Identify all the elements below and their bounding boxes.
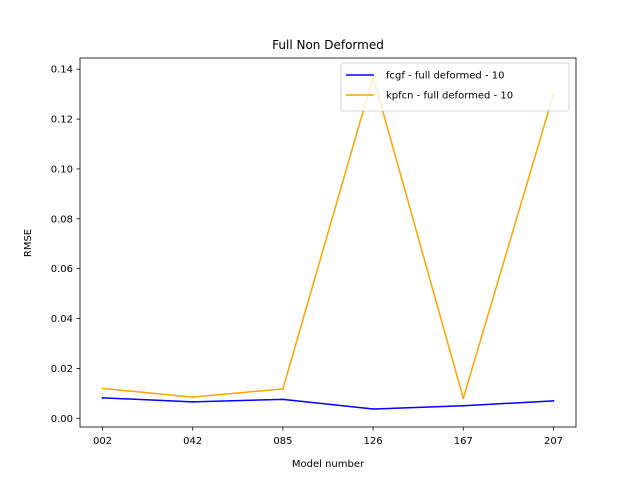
y-tick-label: 0.04 — [51, 314, 73, 325]
data-point — [462, 397, 465, 400]
y-tick-label: 0.14 — [51, 65, 73, 76]
x-tick-label: 126 — [364, 436, 383, 447]
y-tick-label: 0.00 — [51, 414, 73, 425]
x-tick-label: 002 — [93, 436, 112, 447]
data-point — [282, 398, 284, 401]
data-point — [372, 408, 374, 410]
chart-title: Full Non Deformed — [272, 38, 384, 52]
y-tick-label: 0.06 — [51, 264, 73, 275]
legend: fcgf - full deformed - 10 kpfcn - full de… — [340, 62, 570, 112]
data-point — [101, 387, 104, 390]
data-point — [552, 399, 555, 402]
data-point — [101, 396, 104, 399]
data-point — [191, 400, 194, 403]
x-tick-label: 042 — [183, 436, 202, 447]
x-tick-label: 167 — [454, 436, 473, 447]
legend-box — [340, 62, 570, 112]
x-tick-label: 085 — [273, 436, 292, 447]
series-line-0 — [102, 397, 554, 410]
y-tick-label: 0.02 — [51, 364, 73, 375]
y-axis-label: RMSE — [23, 229, 34, 257]
plot-area: 002 042 085 126 167 207 0.000.020.040.060.080… — [51, 57, 577, 447]
data-point — [191, 396, 194, 398]
data-point — [462, 404, 465, 407]
legend-label-1: kpfcn - full deformed - 10 — [386, 91, 513, 102]
y-tick-label: 0.12 — [51, 115, 73, 126]
y-axis: 0.00 0.02 0.04 0.06 0.08 0.10 0.12 0.14 — [51, 65, 80, 425]
y-tick-label: 0.10 — [51, 164, 73, 175]
x-axis-label: Model number — [292, 459, 365, 470]
series-line-1 — [102, 75, 555, 400]
y-tick-label: 0.08 — [51, 214, 73, 225]
x-tick-label: 207 — [544, 436, 563, 447]
data-point — [282, 387, 284, 390]
x-axis: 002 042 085 126 167 207 — [93, 427, 563, 447]
legend-label-0: fcgf - full deformed - 10 — [386, 71, 504, 82]
series-layer — [101, 75, 555, 410]
plot-frame — [79, 57, 577, 428]
